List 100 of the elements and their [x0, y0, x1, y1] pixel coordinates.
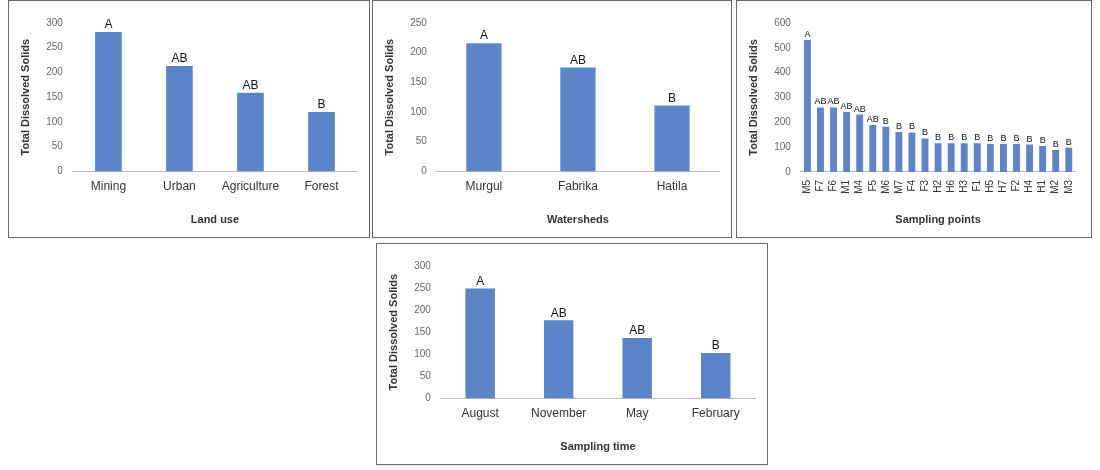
- x-tick-label: Forest: [304, 178, 340, 193]
- data-label: AB: [569, 52, 586, 67]
- x-tick-label: Mining: [90, 178, 127, 193]
- data-label: AB: [814, 96, 827, 107]
- x-tick-label: M7: [892, 179, 904, 194]
- x-tick-label: F2: [1010, 179, 1022, 192]
- bar: [308, 112, 335, 172]
- data-label: B: [1039, 135, 1046, 146]
- bar: [701, 352, 731, 399]
- data-label: AB: [866, 113, 879, 124]
- x-tick-label: F6: [827, 179, 839, 192]
- x-tick-label: H1: [1036, 179, 1048, 193]
- data-label: B: [974, 132, 981, 143]
- x-tick-label: M5: [801, 179, 813, 194]
- data-label: B: [1000, 133, 1007, 144]
- x-tick-label: M4: [853, 179, 865, 194]
- x-tick-label: May: [625, 405, 649, 420]
- x-tick-label: Hatila: [656, 178, 688, 193]
- y-tick-label: 50: [415, 135, 428, 147]
- bar: [882, 126, 890, 172]
- x-tick-label: M2: [1049, 179, 1061, 194]
- y-tick-label: 0: [425, 392, 432, 404]
- y-tick-label: 200: [46, 66, 64, 78]
- bar: [803, 40, 811, 172]
- x-tick-label: M3: [1062, 179, 1074, 194]
- y-tick-label: 0: [785, 165, 792, 177]
- bar: [622, 337, 652, 399]
- data-label: B: [317, 97, 326, 112]
- y-tick-label: 300: [414, 259, 432, 271]
- x-tick-label: H4: [1023, 179, 1035, 193]
- bar: [466, 43, 502, 172]
- data-label: B: [882, 115, 889, 126]
- data-label: B: [1013, 133, 1020, 144]
- data-label: A: [476, 273, 485, 288]
- data-label: B: [987, 133, 994, 144]
- bar: [95, 31, 122, 172]
- x-tick-label: November: [531, 405, 587, 420]
- y-axis-title: Total Dissolved Solids: [382, 38, 395, 156]
- bar: [543, 320, 574, 399]
- data-label: B: [1052, 139, 1059, 150]
- y-tick-label: 150: [46, 90, 64, 102]
- bar: [960, 143, 968, 172]
- x-tick-label: H7: [997, 179, 1009, 193]
- bar: [237, 92, 264, 172]
- y-tick-label: 250: [410, 16, 428, 28]
- y-tick-label: 0: [57, 165, 64, 177]
- data-label: AB: [242, 78, 259, 93]
- x-tick-label: August: [461, 405, 500, 420]
- y-tick-label: 300: [774, 91, 792, 103]
- y-tick-label: 50: [51, 140, 64, 152]
- data-label: A: [804, 29, 811, 40]
- y-tick-label: 100: [414, 348, 432, 360]
- x-tick-label: H3: [957, 179, 969, 193]
- y-tick-label: 0: [421, 165, 428, 177]
- x-axis-title: Sampling points: [895, 213, 981, 226]
- y-tick-label: 100: [774, 140, 792, 152]
- data-label: B: [908, 121, 915, 132]
- x-tick-label: Murgul: [465, 178, 503, 193]
- y-axis-title: Total Dissolved Solids: [386, 273, 399, 391]
- y-tick-label: 100: [46, 115, 64, 127]
- bar: [560, 67, 596, 172]
- bar: [166, 66, 193, 172]
- data-label: B: [1026, 133, 1033, 144]
- bar: [1039, 146, 1047, 172]
- x-tick-label: F5: [866, 179, 878, 192]
- y-tick-label: 200: [410, 46, 428, 58]
- data-label: B: [711, 338, 720, 353]
- bar: [1052, 150, 1060, 172]
- y-tick-label: 200: [414, 303, 432, 315]
- data-label: B: [1065, 136, 1072, 147]
- bar: [986, 144, 994, 172]
- x-tick-label: F3: [918, 179, 930, 192]
- bar: [830, 107, 837, 172]
- data-label: B: [667, 90, 676, 105]
- bar: [973, 143, 981, 172]
- data-label: AB: [171, 51, 188, 66]
- data-label: B: [948, 132, 955, 143]
- x-tick-label: H6: [944, 179, 956, 193]
- y-tick-label: 150: [410, 76, 428, 88]
- bar: [856, 114, 864, 172]
- y-tick-label: 400: [774, 66, 792, 78]
- x-tick-label: F7: [814, 179, 826, 192]
- bar: [465, 288, 495, 399]
- x-axis-title: Land use: [190, 213, 240, 226]
- x-tick-label: M6: [879, 179, 891, 194]
- bar: [1000, 144, 1007, 172]
- data-label: A: [104, 17, 113, 32]
- bar: [869, 125, 877, 172]
- x-tick-label: H5: [984, 179, 996, 193]
- data-label: AB: [853, 103, 866, 114]
- x-tick-label: February: [691, 405, 740, 420]
- y-tick-label: 100: [410, 105, 428, 117]
- data-label: B: [922, 127, 929, 138]
- y-axis-title: Total Dissolved Solids: [746, 39, 759, 156]
- x-tick-label: F1: [971, 179, 983, 192]
- data-label: A: [479, 28, 488, 43]
- data-label: AB: [550, 305, 567, 320]
- x-tick-label: M1: [840, 179, 852, 194]
- bar: [947, 143, 955, 172]
- y-tick-label: 150: [414, 325, 432, 337]
